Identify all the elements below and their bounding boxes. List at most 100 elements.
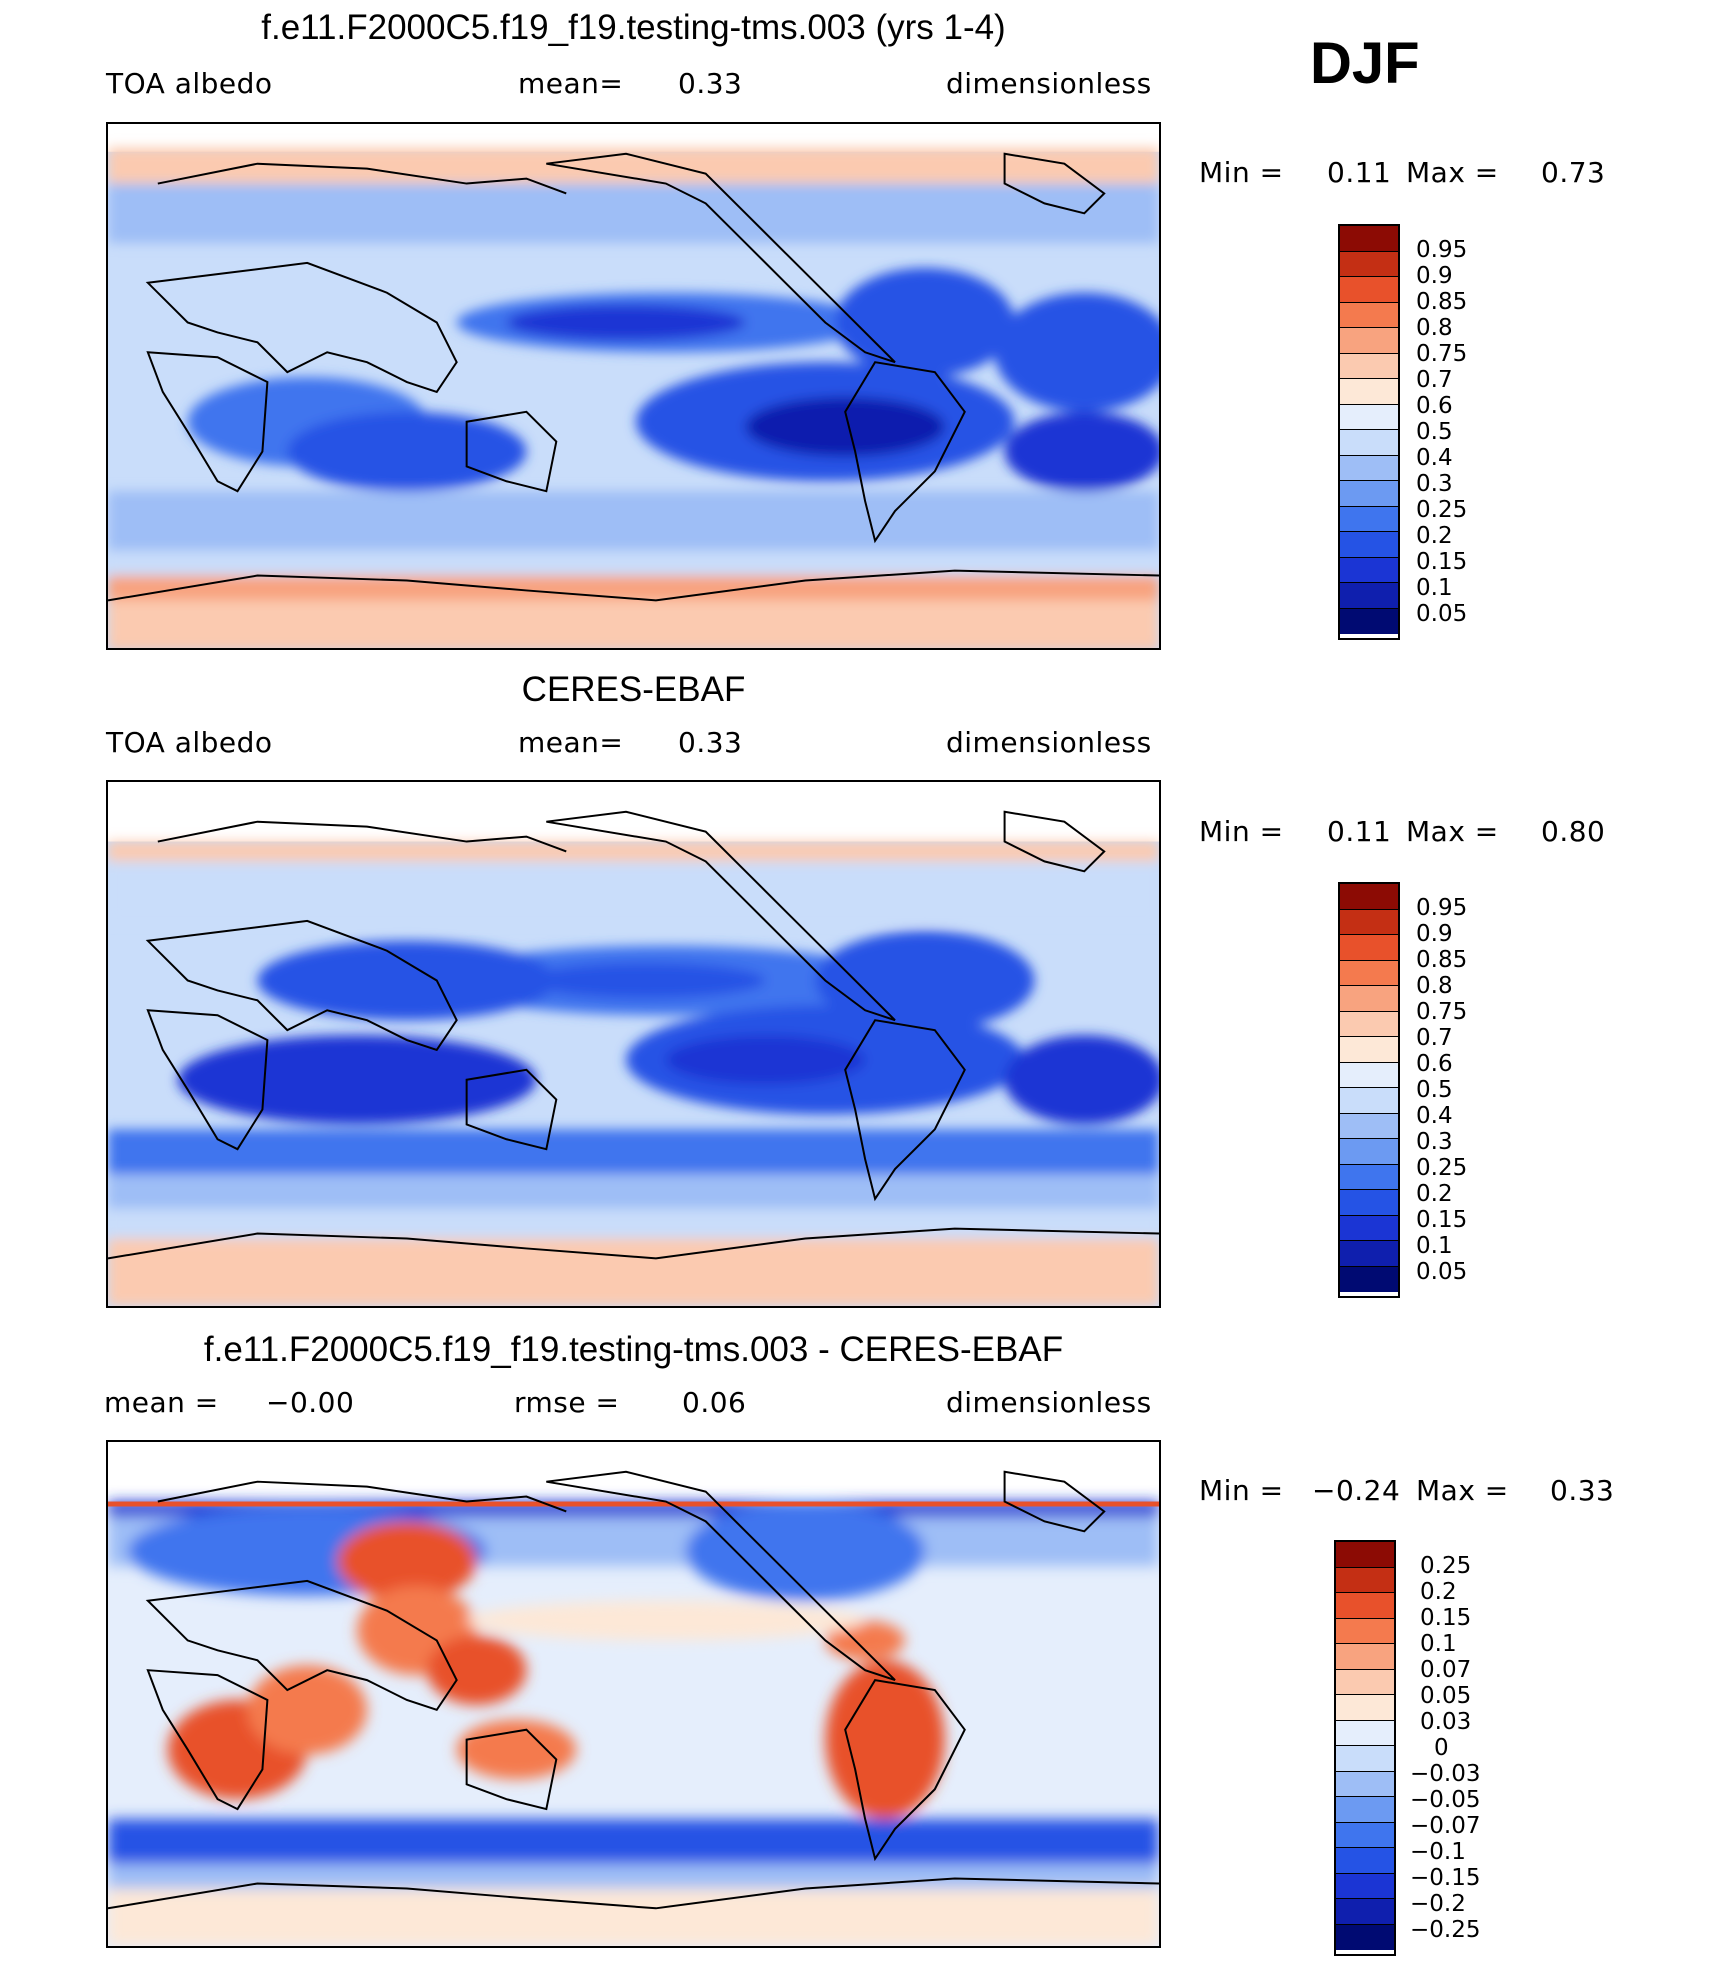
colorbar-tick: 0.75	[1416, 999, 1468, 1025]
colorbar-tick: 0.3	[1416, 471, 1453, 497]
colorbar-swatch	[1340, 1088, 1398, 1114]
colorbar-swatch	[1340, 884, 1398, 910]
colorbar-labels-model: 0.95 0.9 0.85 0.8 0.75 0.7 0.6 0.5 0.4 0…	[1416, 224, 1536, 640]
units-label-obs: dimensionless	[946, 726, 1152, 759]
colorbar-labels-diff: 0.25 0.2 0.15 0.1 0.07 0.05 0.03 0 −0.03…	[1410, 1540, 1540, 1956]
colorbar-tick: 0.15	[1416, 549, 1468, 575]
colorbar-swatch	[1336, 1822, 1394, 1848]
rmse-value-diff: 0.06	[682, 1386, 747, 1419]
max-label-diff: Max =	[1416, 1474, 1509, 1507]
min-label-obs: Min =	[1199, 815, 1284, 848]
colorbar-swatch	[1340, 608, 1398, 634]
colorbar-tick: 0.95	[1416, 237, 1468, 263]
colorbar-swatch	[1340, 1139, 1398, 1165]
colorbar-obs	[1338, 882, 1400, 1298]
colorbar-tick: 0.75	[1416, 341, 1468, 367]
mean-label-obs: mean=	[518, 726, 624, 759]
colorbar-tick: 0.85	[1416, 947, 1468, 973]
colorbar-tick: 0.95	[1416, 895, 1468, 921]
colorbar-tick: 0.1	[1416, 575, 1453, 601]
colorbar-diff	[1334, 1540, 1396, 1956]
colorbar-tick: 0.8	[1416, 315, 1453, 341]
colorbar-swatch	[1336, 1669, 1394, 1695]
colorbar-swatch	[1340, 226, 1398, 252]
colorbar-swatch	[1340, 1215, 1398, 1241]
colorbar-swatch	[1336, 1746, 1394, 1772]
colorbar-swatch	[1336, 1848, 1394, 1874]
colorbar-swatch	[1340, 909, 1398, 935]
colorbar-tick: 0.5	[1416, 419, 1453, 445]
map-panel-model	[106, 122, 1161, 650]
colorbar-tick: −0.2	[1410, 1891, 1466, 1917]
colorbar-tick: 0.7	[1416, 1025, 1453, 1051]
colorbar-swatch	[1340, 960, 1398, 986]
rmse-label-diff: rmse =	[514, 1386, 620, 1419]
colorbar-tick: −0.1	[1410, 1839, 1466, 1865]
min-value-diff: −0.24	[1312, 1474, 1401, 1507]
colorbar-labels-obs: 0.95 0.9 0.85 0.8 0.75 0.7 0.6 0.5 0.4 0…	[1416, 882, 1536, 1298]
colorbar-tick: 0.25	[1416, 497, 1468, 523]
mean-value-model: 0.33	[678, 67, 743, 100]
colorbar-model	[1338, 224, 1400, 640]
colorbar-tick: 0.07	[1420, 1657, 1472, 1683]
season-label: DJF	[1310, 31, 1420, 96]
units-label-model: dimensionless	[946, 67, 1152, 100]
min-value-obs: 0.11	[1327, 815, 1392, 848]
map-panel-diff	[106, 1440, 1161, 1948]
colorbar-swatch	[1340, 251, 1398, 277]
max-label-obs: Max =	[1406, 815, 1499, 848]
colorbar-swatch	[1340, 583, 1398, 609]
colorbar-swatch	[1340, 353, 1398, 379]
colorbar-swatch	[1340, 1241, 1398, 1267]
colorbar-tick: 0.2	[1416, 1181, 1453, 1207]
colorbar-swatch	[1336, 1542, 1394, 1568]
colorbar-swatch	[1340, 1062, 1398, 1088]
colorbar-tick: 0.5	[1416, 1077, 1453, 1103]
colorbar-tick: 0.2	[1416, 523, 1453, 549]
colorbar-swatch	[1336, 1593, 1394, 1619]
max-label-model: Max =	[1406, 156, 1499, 189]
colorbar-swatch	[1336, 1644, 1394, 1670]
colorbar-swatch	[1336, 1797, 1394, 1823]
colorbar-swatch	[1340, 302, 1398, 328]
min-label-model: Min =	[1199, 156, 1284, 189]
mean-label-model: mean=	[518, 67, 624, 100]
colorbar-tick: 0.6	[1416, 1051, 1453, 1077]
max-value-model: 0.73	[1541, 156, 1606, 189]
colorbar-swatch	[1340, 557, 1398, 583]
colorbar-tick: 0.1	[1420, 1631, 1457, 1657]
variable-label-model: TOA albedo	[106, 67, 273, 100]
colorbar-swatch	[1336, 1899, 1394, 1925]
colorbar-swatch	[1336, 1873, 1394, 1899]
colorbar-tick: 0.05	[1416, 1259, 1468, 1285]
variable-label-obs: TOA albedo	[106, 726, 273, 759]
colorbar-tick: 0.05	[1420, 1683, 1472, 1709]
colorbar-tick: −0.15	[1410, 1865, 1481, 1891]
colorbar-tick: 0.6	[1416, 393, 1453, 419]
colorbar-tick: 0.03	[1420, 1709, 1472, 1735]
colorbar-tick: 0.8	[1416, 973, 1453, 999]
colorbar-tick: 0.9	[1416, 921, 1453, 947]
colorbar-swatch	[1340, 986, 1398, 1012]
colorbar-swatch	[1340, 1037, 1398, 1063]
colorbar-tick: 0.4	[1416, 1103, 1453, 1129]
colorbar-swatch	[1340, 404, 1398, 430]
min-value-model: 0.11	[1327, 156, 1392, 189]
panel-title-model: f.e11.F2000C5.f19_f19.testing-tms.003 (y…	[261, 8, 1006, 47]
colorbar-swatch	[1340, 1113, 1398, 1139]
colorbar-tick: −0.07	[1410, 1813, 1481, 1839]
colorbar-swatch	[1340, 277, 1398, 303]
colorbar-tick: 0.25	[1416, 1155, 1468, 1181]
max-value-obs: 0.80	[1541, 815, 1606, 848]
max-value-diff: 0.33	[1550, 1474, 1615, 1507]
colorbar-swatch	[1340, 481, 1398, 507]
colorbar-tick: 0.7	[1416, 367, 1453, 393]
colorbar-swatch	[1336, 1695, 1394, 1721]
colorbar-tick: 0.2	[1420, 1579, 1457, 1605]
panel-title-obs: CERES-EBAF	[521, 670, 746, 709]
colorbar-swatch	[1336, 1618, 1394, 1644]
colorbar-swatch	[1336, 1924, 1394, 1950]
mean-value-diff: −0.00	[266, 1386, 355, 1419]
colorbar-swatch	[1336, 1720, 1394, 1746]
colorbar-swatch	[1340, 379, 1398, 405]
